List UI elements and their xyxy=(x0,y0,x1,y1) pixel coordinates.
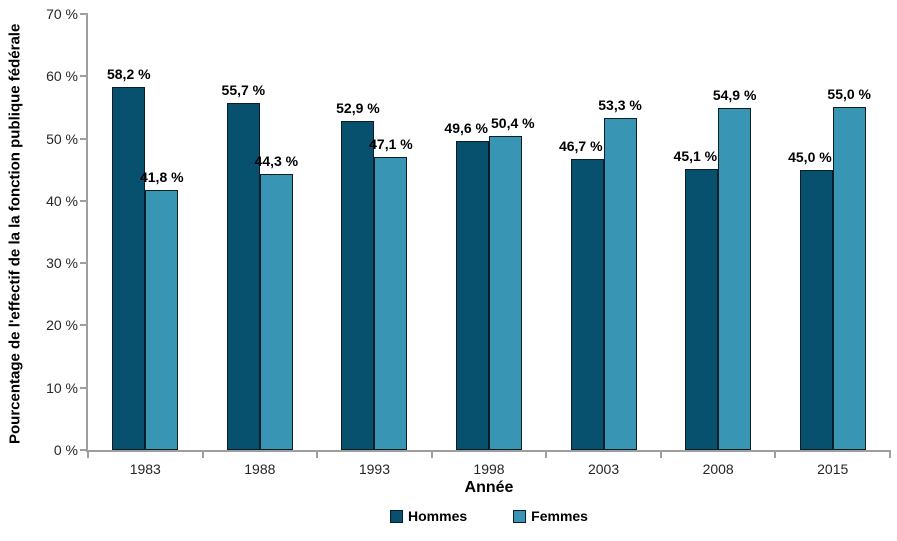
x-axis-line xyxy=(86,450,891,452)
x-tick-mark xyxy=(316,450,319,458)
bar-label-femmes-1993: 47,1 % xyxy=(369,135,413,152)
y-axis-tick-label: 70 % xyxy=(46,6,78,22)
bar-femmes-1993 xyxy=(374,156,408,450)
bar-femmes-1988 xyxy=(259,174,293,450)
bar-label-hommes-1993: 52,9 % xyxy=(336,99,380,116)
legend-label-hommes: Hommes xyxy=(408,508,468,524)
legend-swatch-femmes xyxy=(513,509,527,523)
bar-label-hommes-1988: 55,7 % xyxy=(221,82,266,99)
legend-swatch-hommes xyxy=(390,509,404,523)
x-tick-mark xyxy=(545,450,548,458)
bar-hommes-2003 xyxy=(570,159,604,450)
bar-label-hommes-1983: 58,2 % xyxy=(106,66,151,83)
x-tick-mark xyxy=(430,450,433,458)
bar-label-femmes-1988: 44,3 % xyxy=(254,153,299,170)
bar-hommes-2015 xyxy=(799,169,833,450)
y-axis-tick-label: 30 % xyxy=(46,255,78,272)
bar-label-hommes-1998: 49,6 % xyxy=(444,120,488,137)
y-tick-mark xyxy=(80,75,88,78)
x-axis-tick-label-1983: 1983 xyxy=(129,461,161,477)
y-tick-mark xyxy=(80,262,88,265)
bar-hommes-1993 xyxy=(341,120,375,450)
bar-label-femmes-2003: 53,3 % xyxy=(598,97,642,114)
bar-label-hommes-2003: 46,7 % xyxy=(558,138,603,155)
x-axis-tick-label-1988: 1988 xyxy=(244,461,276,477)
y-axis-tick-label: 50 % xyxy=(46,130,78,147)
bar-femmes-1983 xyxy=(145,189,179,450)
x-axis-tick-label-2008: 2008 xyxy=(702,461,734,477)
bar-femmes-1998 xyxy=(489,136,522,450)
y-axis-tick-label: 60 % xyxy=(46,68,78,85)
legend-label-femmes: Femmes xyxy=(531,508,588,524)
bar-hommes-2008 xyxy=(685,169,719,450)
bar-label-femmes-2008: 54,9 % xyxy=(712,87,757,104)
bar-femmes-2015 xyxy=(832,107,866,450)
legend-item-hommes: Hommes xyxy=(390,508,467,524)
x-axis-tick-label-2015: 2015 xyxy=(817,461,849,477)
legend-item-femmes: Femmes xyxy=(513,508,588,524)
y-axis-tick-label: 20 % xyxy=(46,317,78,334)
y-axis-line xyxy=(86,14,88,452)
y-tick-mark xyxy=(80,386,88,389)
x-tick-mark xyxy=(659,450,662,458)
bar-label-hommes-2015: 45,0 % xyxy=(788,148,832,165)
x-tick-mark xyxy=(201,450,204,458)
x-axis-tick-label-2003: 2003 xyxy=(587,461,620,477)
bar-hommes-1983 xyxy=(112,87,146,450)
y-axis-tick-label: 0 % xyxy=(53,442,78,458)
bar-femmes-2003 xyxy=(603,118,637,450)
y-tick-mark xyxy=(80,13,88,15)
x-axis-tick-label-1993: 1993 xyxy=(358,461,390,477)
bar-label-femmes-1983: 41,8 % xyxy=(139,168,184,185)
y-axis-tick-label: 10 % xyxy=(46,379,78,396)
y-tick-mark xyxy=(80,449,88,451)
bar-label-femmes-2015: 55,0 % xyxy=(827,86,871,103)
x-axis-tick-label-1998: 1998 xyxy=(473,461,505,477)
x-tick-mark xyxy=(889,450,891,458)
bar-label-hommes-2008: 45,1 % xyxy=(673,148,718,165)
y-tick-mark xyxy=(80,137,88,140)
bar-femmes-2008 xyxy=(718,108,752,450)
bar-hommes-1998 xyxy=(456,141,489,450)
legend: Hommes Femmes xyxy=(390,508,588,524)
x-tick-mark xyxy=(774,450,777,458)
bar-hommes-1988 xyxy=(226,103,260,450)
y-tick-mark xyxy=(80,324,88,327)
x-axis-title: Année xyxy=(464,479,514,496)
bar-label-femmes-1998: 50,4 % xyxy=(491,115,535,132)
y-axis-tick-label: 40 % xyxy=(46,192,78,209)
x-tick-mark xyxy=(87,450,89,458)
y-tick-mark xyxy=(80,199,88,202)
